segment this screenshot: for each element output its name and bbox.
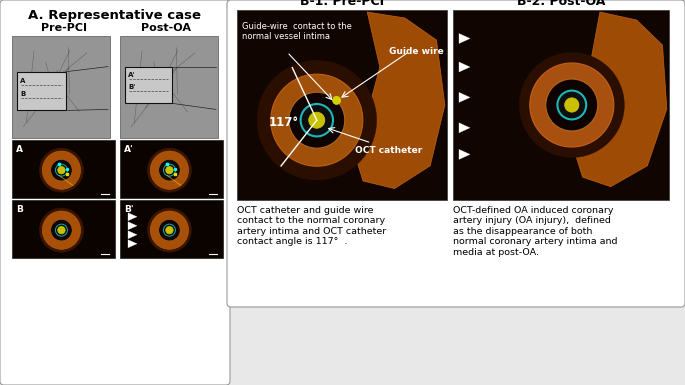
Bar	[120, 200, 223, 258]
Circle shape	[40, 148, 84, 192]
Text: A': A'	[124, 145, 134, 154]
Circle shape	[42, 211, 81, 249]
Circle shape	[546, 79, 598, 131]
Circle shape	[257, 60, 377, 180]
Text: B: B	[20, 90, 25, 97]
Circle shape	[58, 226, 65, 234]
Circle shape	[147, 208, 191, 252]
FancyBboxPatch shape	[0, 0, 230, 385]
Text: B': B'	[124, 205, 134, 214]
Text: B: B	[16, 205, 23, 214]
Circle shape	[150, 151, 188, 189]
Circle shape	[519, 52, 624, 157]
Circle shape	[159, 159, 180, 181]
Text: B': B'	[128, 84, 135, 90]
Polygon shape	[353, 12, 445, 189]
Circle shape	[40, 208, 84, 252]
Text: OCT catheter and guide wire
contact to the normal coronary
artery intima and OCT: OCT catheter and guide wire contact to t…	[237, 206, 386, 246]
Polygon shape	[459, 62, 470, 72]
Bar	[12, 140, 115, 198]
Text: Pre-PCI: Pre-PCI	[41, 23, 87, 33]
Circle shape	[289, 92, 345, 148]
Polygon shape	[128, 222, 137, 230]
Circle shape	[164, 224, 175, 236]
Text: 117°: 117°	[269, 116, 299, 129]
Polygon shape	[459, 33, 470, 44]
Circle shape	[51, 159, 72, 181]
Text: OCT catheter: OCT catheter	[355, 146, 422, 155]
Text: A: A	[20, 78, 25, 84]
Bar	[120, 140, 223, 198]
Bar	[125, 67, 172, 103]
Circle shape	[55, 224, 67, 236]
Polygon shape	[459, 149, 470, 159]
Polygon shape	[459, 123, 470, 133]
Bar	[237, 10, 447, 200]
Circle shape	[150, 211, 188, 249]
Text: B-2. Post-OA: B-2. Post-OA	[516, 0, 605, 8]
Text: OCT-defined OA induced coronary
artery injury (OA injury),  defined
as the disap: OCT-defined OA induced coronary artery i…	[453, 206, 617, 256]
Polygon shape	[128, 231, 137, 239]
Text: Guide wire: Guide wire	[389, 47, 444, 56]
Circle shape	[271, 74, 363, 166]
Circle shape	[166, 226, 173, 234]
Circle shape	[147, 148, 191, 192]
Bar	[17, 72, 66, 110]
Polygon shape	[459, 92, 470, 102]
Bar	[120, 36, 218, 138]
Text: B-1. Pre-PCI: B-1. Pre-PCI	[300, 0, 384, 8]
Circle shape	[564, 98, 579, 112]
Circle shape	[51, 219, 72, 241]
Text: A': A'	[128, 72, 135, 78]
Circle shape	[333, 96, 340, 104]
FancyBboxPatch shape	[227, 0, 685, 307]
Bar	[12, 36, 110, 138]
Circle shape	[58, 166, 65, 174]
Text: A: A	[16, 145, 23, 154]
Text: Guide-wire  contact to the
normal vessel intima: Guide-wire contact to the normal vessel …	[242, 22, 352, 42]
Circle shape	[164, 164, 175, 176]
Bar	[12, 200, 115, 258]
Polygon shape	[128, 213, 137, 221]
Circle shape	[558, 90, 586, 119]
Circle shape	[301, 104, 333, 136]
Circle shape	[166, 166, 173, 174]
Text: A. Representative case: A. Representative case	[29, 10, 201, 22]
Circle shape	[55, 164, 67, 176]
Text: Post-OA: Post-OA	[141, 23, 191, 33]
Polygon shape	[128, 240, 137, 248]
Circle shape	[530, 63, 614, 147]
Circle shape	[309, 112, 325, 128]
Bar	[453, 10, 669, 200]
Polygon shape	[572, 12, 667, 187]
Circle shape	[159, 219, 180, 241]
Circle shape	[42, 151, 81, 189]
